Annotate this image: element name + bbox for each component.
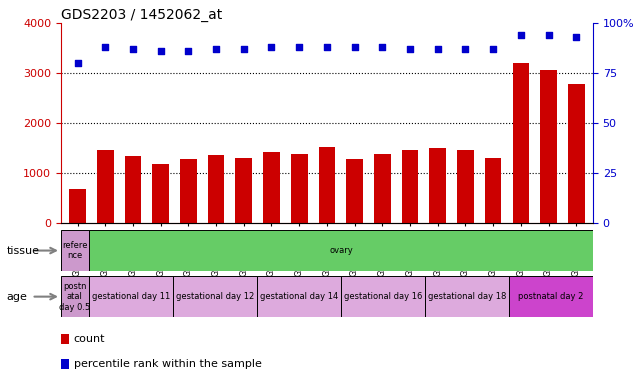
Point [128, 46, 138, 52]
Point [294, 44, 304, 50]
Point [544, 32, 554, 38]
Point [377, 44, 387, 50]
Text: percentile rank within the sample: percentile rank within the sample [74, 359, 262, 369]
Bar [509, 276, 593, 317]
Bar [513, 63, 529, 223]
Point [488, 46, 498, 52]
Bar [568, 84, 585, 223]
Text: age: age [6, 291, 28, 302]
Bar [319, 147, 335, 223]
Point [571, 34, 581, 40]
Bar [180, 159, 197, 223]
Point [460, 46, 470, 52]
Text: postn
atal
day 0.5: postn atal day 0.5 [59, 282, 90, 311]
Point [72, 60, 83, 66]
Bar [69, 189, 86, 223]
Point [405, 46, 415, 52]
Point [100, 44, 110, 50]
Point [516, 32, 526, 38]
Text: gestational day 12: gestational day 12 [176, 292, 254, 301]
Bar [257, 276, 341, 317]
Point [322, 44, 332, 50]
Text: tissue: tissue [6, 245, 39, 256]
Bar [153, 164, 169, 223]
Bar [291, 154, 308, 223]
Point [267, 44, 277, 50]
Text: GDS2203 / 1452062_at: GDS2203 / 1452062_at [61, 8, 222, 22]
Bar [346, 159, 363, 223]
Bar [429, 148, 446, 223]
Text: count: count [74, 334, 105, 344]
Point [349, 44, 360, 50]
Text: gestational day 18: gestational day 18 [428, 292, 506, 301]
Bar [124, 156, 141, 223]
Bar [540, 71, 557, 223]
Bar [374, 154, 390, 223]
Bar [97, 151, 113, 223]
Bar [341, 276, 425, 317]
Bar [402, 151, 419, 223]
Bar [89, 276, 173, 317]
Bar [425, 276, 509, 317]
Text: refere
nce: refere nce [62, 241, 88, 260]
Point [183, 48, 194, 54]
Bar [208, 156, 224, 223]
Bar [173, 276, 257, 317]
Bar [235, 158, 252, 223]
Bar [263, 152, 280, 223]
Point [433, 46, 443, 52]
Bar [61, 230, 89, 271]
Point [238, 46, 249, 52]
Text: gestational day 16: gestational day 16 [344, 292, 422, 301]
Bar [485, 158, 501, 223]
Point [156, 48, 166, 54]
Text: postnatal day 2: postnatal day 2 [518, 292, 583, 301]
Text: ovary: ovary [329, 246, 353, 255]
Text: gestational day 14: gestational day 14 [260, 292, 338, 301]
Point [211, 46, 221, 52]
Bar [61, 276, 89, 317]
Bar [457, 151, 474, 223]
Text: gestational day 11: gestational day 11 [92, 292, 170, 301]
